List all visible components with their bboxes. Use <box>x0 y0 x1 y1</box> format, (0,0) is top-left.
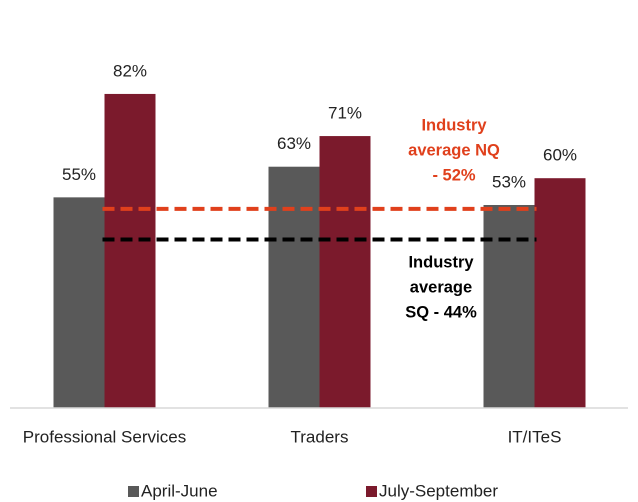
bar <box>483 205 535 408</box>
data-label: 55% <box>62 165 96 184</box>
bar <box>268 166 320 408</box>
bar <box>53 197 105 408</box>
annotation: - 52% <box>432 166 475 184</box>
bar <box>319 136 371 408</box>
data-label: 63% <box>277 134 311 153</box>
x-tick-label: IT/ITeS <box>508 427 562 446</box>
annotation: Industry <box>408 253 474 271</box>
data-label: 53% <box>492 172 526 191</box>
bar <box>104 93 156 408</box>
data-label: 82% <box>113 61 147 80</box>
legend-swatch <box>366 486 377 497</box>
annotation: average NQ <box>408 141 500 159</box>
legend-swatch <box>128 486 139 497</box>
legend-label: April-June <box>141 481 218 500</box>
x-tick-label: Professional Services <box>23 427 186 446</box>
data-label: 71% <box>328 104 362 123</box>
legend-label: July-September <box>379 481 498 500</box>
annotation: SQ - 44% <box>405 303 477 321</box>
annotation: Industry <box>421 116 487 134</box>
annotation: average <box>410 278 472 296</box>
x-tick-label: Traders <box>291 427 349 446</box>
bar <box>534 178 586 408</box>
data-label: 60% <box>543 146 577 165</box>
